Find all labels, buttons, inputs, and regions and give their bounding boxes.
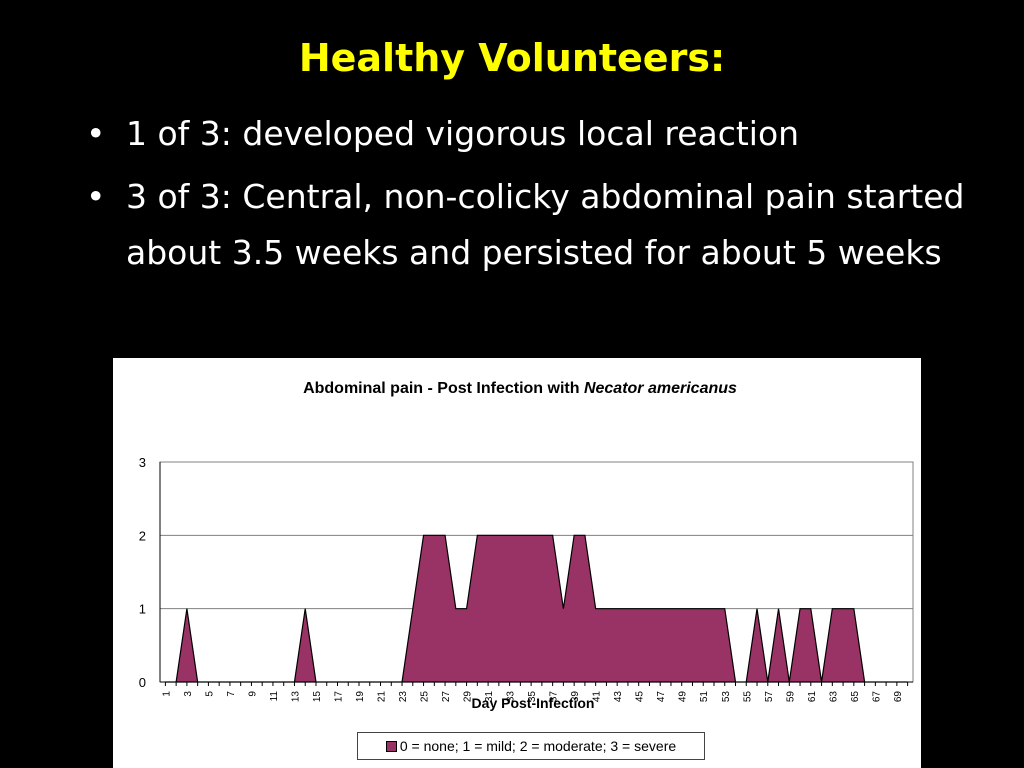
x-tick-label: 61 xyxy=(807,691,818,703)
slide-title: Healthy Volunteers: xyxy=(298,36,726,80)
x-tick-label: 53 xyxy=(721,691,732,703)
x-tick-label: 27 xyxy=(441,691,452,703)
y-tick-label: 0 xyxy=(139,675,146,690)
x-tick-label: 59 xyxy=(785,691,796,703)
x-tick-label: 47 xyxy=(656,691,667,703)
x-axis-label: Day Post-Infection xyxy=(472,695,595,711)
chart-title: Abdominal pain - Post Infection with Nec… xyxy=(303,380,737,397)
x-tick-label: 3 xyxy=(183,691,194,697)
y-tick-label: 2 xyxy=(139,528,146,543)
area-chart: Abdominal pain - Post Infection with Nec… xyxy=(139,380,914,711)
legend-label: 0 = none; 1 = mild; 2 = moderate; 3 = se… xyxy=(399,738,677,754)
x-tick-label: 21 xyxy=(377,691,388,703)
x-tick-label: 49 xyxy=(678,691,689,703)
legend-swatch xyxy=(385,740,397,752)
x-tick-label: 67 xyxy=(871,691,882,703)
bullet-list: • 1 of 3: developed vigorous local react… xyxy=(86,106,986,288)
y-tick-label: 3 xyxy=(139,455,146,470)
bullet-item: • 3 of 3: Central, non-colicky abdominal… xyxy=(86,169,986,281)
bullet-text: 3 of 3: Central, non-colicky abdominal p… xyxy=(126,177,965,272)
chart-legend: 0 = none; 1 = mild; 2 = moderate; 3 = se… xyxy=(357,732,705,760)
x-tick-label: 51 xyxy=(699,691,710,703)
bullet-text: 1 of 3: developed vigorous local reactio… xyxy=(126,114,800,153)
x-tick-label: 11 xyxy=(269,691,280,702)
y-tick-label: 1 xyxy=(139,602,146,617)
x-tick-label: 23 xyxy=(398,691,409,703)
x-tick-label: 65 xyxy=(850,691,861,703)
x-tick-label: 37 xyxy=(549,691,560,703)
x-tick-label: 7 xyxy=(226,691,237,697)
bullet-marker: • xyxy=(86,177,106,216)
x-tick-label: 35 xyxy=(527,691,538,703)
x-tick-label: 33 xyxy=(506,691,517,703)
x-tick-label: 13 xyxy=(290,691,301,703)
x-tick-label: 57 xyxy=(764,691,775,703)
x-tick-label: 41 xyxy=(592,691,603,703)
chart-title-italic: Necator americanus xyxy=(584,380,737,397)
x-tick-label: 19 xyxy=(355,691,366,703)
bullet-item: • 1 of 3: developed vigorous local react… xyxy=(86,106,986,162)
x-tick-label: 25 xyxy=(420,691,431,703)
x-tick-label: 5 xyxy=(204,691,215,697)
chart-panel: Abdominal pain - Post Infection with Nec… xyxy=(113,358,921,768)
x-tick-label: 29 xyxy=(463,691,474,703)
x-tick-label: 15 xyxy=(312,691,323,703)
x-tick-label: 1 xyxy=(161,691,172,697)
x-tick-label: 45 xyxy=(635,691,646,703)
x-tick-label: 69 xyxy=(893,691,904,703)
x-tick-label: 55 xyxy=(742,691,753,703)
x-tick-label: 9 xyxy=(247,691,258,697)
chart-title-main: Abdominal pain - Post Infection with xyxy=(303,380,584,397)
x-tick-label: 31 xyxy=(484,691,495,703)
bullet-marker: • xyxy=(86,114,106,153)
x-tick-label: 43 xyxy=(613,691,624,703)
x-tick-label: 17 xyxy=(333,691,344,703)
x-tick-label: 63 xyxy=(828,691,839,703)
x-tick-label: 39 xyxy=(570,691,581,703)
